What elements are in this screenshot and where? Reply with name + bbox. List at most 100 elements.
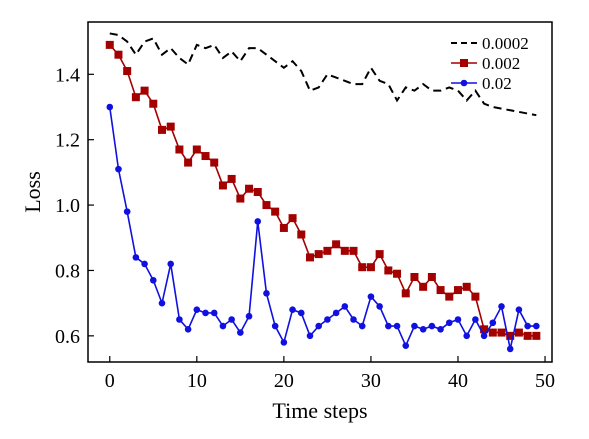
series-2-point-31 [376,303,383,310]
series-1-point-23 [305,253,314,262]
x-tick-label-3: 30 [361,370,381,392]
y-tick-label-4: 1.4 [55,64,80,86]
series-2-point-1 [115,165,122,173]
series-1-point-10 [192,145,201,154]
series-1-point-39 [445,292,454,301]
series-line-1 [109,44,537,337]
series-1-point-2 [123,67,132,76]
series-2-point-8 [176,316,183,323]
series-1-point-16 [245,184,254,193]
y-tick-label-3: 1.2 [55,130,80,152]
series-1-point-12 [210,158,219,167]
series-2-point-5 [149,276,157,284]
series-1-point-7 [166,122,175,131]
series-1-point-13 [218,181,227,190]
series-1-point-18 [262,201,271,210]
series-2-point-20 [280,339,288,346]
series-1-point-43 [480,325,489,334]
series-2-point-46 [506,345,514,353]
legend-label-0: 0.0002 [482,34,529,53]
series-2-point-0 [106,103,114,111]
y-tick-label-0: 0.6 [55,326,80,348]
plot-frame [87,21,553,363]
ticks-layer: 0 10 20 30 40 50 0.6 0.8 1.0 1.2 1.4 [55,64,555,392]
series-2-point-11 [202,309,209,317]
series-2-point-42 [472,316,479,323]
series-2-point-25 [324,316,331,323]
series-2-point-14 [228,316,235,323]
series-2-point-36 [419,326,427,333]
series-1-point-40 [453,286,462,295]
series-1-point-37 [427,273,436,281]
series-2-point-27 [341,303,349,310]
series-2-point-7 [167,260,175,268]
series-1-point-24 [314,250,323,259]
series-2-point-9 [184,326,192,333]
series-1-point-33 [393,269,402,278]
series-2-point-15 [237,329,244,336]
series-2-point-34 [402,342,410,349]
series-2-point-17 [254,218,262,225]
series-1-point-34 [401,289,410,298]
y-tick-label-1: 0.8 [55,260,80,282]
series-2-point-35 [411,322,418,330]
series-1-point-41 [462,282,471,291]
series-1-point-26 [332,240,341,249]
series-2-point-12 [210,309,218,317]
series-2-point-45 [498,303,505,310]
series-2-point-6 [158,299,166,307]
series-2-point-33 [393,322,401,330]
series-1-point-38 [436,286,445,295]
series-2-point-39 [445,319,453,327]
series-2-point-4 [141,260,148,268]
series-2-point-23 [306,332,314,340]
series-2-point-49 [533,322,540,330]
series-1-point-36 [419,282,428,291]
series-2-point-40 [454,316,462,323]
x-axis-label: Time steps [272,398,367,423]
series-1-point-11 [201,152,210,161]
series-1-point-32 [384,266,393,275]
series-2-point-22 [297,309,305,317]
y-axis-label: Loss [20,171,45,213]
series-1-point-29 [358,263,367,272]
series-2-point-43 [480,332,488,340]
legend-marker-1 [460,59,468,67]
series-1-point-27 [340,246,349,255]
legend-label-2: 0.02 [482,74,512,93]
series-1-point-8 [175,145,184,154]
series-1-point-25 [323,246,332,255]
series-1-point-30 [366,263,375,272]
series-1-point-3 [131,93,140,102]
series-2-point-38 [437,326,444,333]
series-1-point-0 [105,40,114,49]
series-1-point-46 [506,331,515,340]
series-2-point-16 [245,312,253,320]
series-2-point-2 [123,208,131,215]
series-line-2 [108,106,537,350]
series-2-point-13 [219,322,227,330]
series-2-point-21 [289,306,296,313]
series-1-point-15 [236,194,245,203]
series-layer [105,32,541,353]
series-2-point-10 [193,306,201,313]
legend-marker-2 [460,79,468,87]
x-tick-label-1: 10 [187,370,207,392]
series-1-point-48 [523,331,532,340]
series-1-point-28 [349,246,358,255]
series-1-point-45 [497,328,506,337]
series-2-point-44 [489,319,497,327]
series-1-point-5 [149,99,158,108]
series-1-point-6 [157,125,166,134]
series-2-point-19 [271,322,279,330]
series-1-point-22 [297,230,306,239]
series-2-point-32 [385,322,392,330]
series-2-point-47 [515,306,523,313]
series-2-point-30 [367,293,375,300]
series-1-point-49 [532,331,541,340]
series-1-point-35 [410,273,419,281]
series-2-point-28 [350,316,357,323]
series-line-0 [109,32,537,117]
series-2-point-24 [315,322,322,330]
